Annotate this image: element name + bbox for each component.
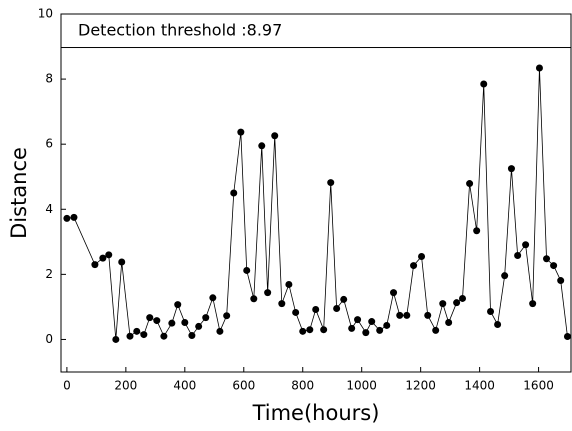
data-point bbox=[105, 251, 113, 259]
data-point bbox=[432, 326, 440, 334]
threshold-box bbox=[60, 13, 572, 49]
data-point bbox=[133, 327, 141, 335]
data-point bbox=[174, 301, 182, 309]
y-tick-label: 2 bbox=[45, 267, 53, 281]
data-point bbox=[312, 306, 320, 314]
data-point bbox=[473, 227, 481, 235]
data-point bbox=[181, 319, 189, 327]
data-point bbox=[403, 311, 411, 319]
data-point bbox=[306, 326, 314, 334]
data-point bbox=[333, 305, 341, 313]
data-point bbox=[354, 316, 362, 324]
x-tick-label: 800 bbox=[291, 379, 314, 393]
data-point bbox=[250, 295, 258, 303]
data-point bbox=[535, 64, 543, 72]
x-axis-title: Time(hours) bbox=[252, 401, 380, 425]
data-point bbox=[453, 299, 461, 307]
data-point bbox=[160, 332, 168, 340]
data-point bbox=[543, 255, 551, 263]
data-point bbox=[118, 258, 126, 266]
data-point bbox=[376, 326, 384, 334]
data-point bbox=[153, 317, 161, 325]
x-tick-label: 600 bbox=[232, 379, 255, 393]
data-point bbox=[223, 312, 231, 320]
data-point bbox=[63, 214, 71, 222]
data-point bbox=[271, 132, 279, 140]
data-point bbox=[487, 307, 495, 315]
data-point bbox=[237, 128, 245, 136]
data-point bbox=[188, 332, 196, 340]
data-point bbox=[202, 314, 210, 322]
data-point bbox=[550, 262, 558, 270]
data-point bbox=[258, 142, 266, 150]
data-point bbox=[362, 329, 370, 337]
data-point bbox=[563, 333, 571, 341]
data-point bbox=[507, 165, 515, 173]
data-point bbox=[410, 262, 418, 270]
data-point bbox=[278, 300, 286, 308]
x-tick-label: 400 bbox=[173, 379, 196, 393]
data-point bbox=[557, 277, 565, 285]
x-tick-label: 1200 bbox=[405, 379, 436, 393]
data-point bbox=[445, 319, 453, 327]
data-point bbox=[424, 311, 432, 319]
y-tick-label: 4 bbox=[45, 202, 53, 216]
data-point bbox=[209, 294, 217, 302]
data-point bbox=[514, 251, 522, 259]
data-point bbox=[285, 280, 293, 288]
data-point bbox=[70, 213, 78, 221]
data-point bbox=[529, 300, 537, 308]
x-tick-label: 1000 bbox=[346, 379, 377, 393]
data-point bbox=[112, 335, 120, 343]
x-tick-label: 0 bbox=[63, 379, 71, 393]
data-point bbox=[439, 300, 447, 308]
y-axis-title: Distance bbox=[7, 147, 31, 239]
data-point bbox=[368, 318, 376, 326]
data-point bbox=[91, 261, 99, 269]
data-point bbox=[299, 327, 307, 335]
y-tick-label: 6 bbox=[45, 137, 53, 151]
data-point bbox=[348, 324, 356, 332]
data-point bbox=[327, 179, 335, 187]
data-point bbox=[146, 314, 154, 322]
plot-frame bbox=[60, 13, 572, 373]
annotation: Detection threshold :8.97 bbox=[78, 20, 282, 39]
data-point bbox=[459, 294, 467, 302]
data-point bbox=[99, 254, 107, 262]
data-point bbox=[390, 289, 398, 297]
data-point bbox=[383, 321, 391, 329]
data-line bbox=[66, 68, 568, 340]
data-point bbox=[126, 332, 134, 340]
data-point bbox=[216, 327, 224, 335]
data-point bbox=[494, 320, 502, 328]
data-point bbox=[522, 241, 530, 249]
data-point bbox=[243, 266, 251, 274]
data-point bbox=[466, 180, 474, 188]
x-tick-label: 1400 bbox=[464, 379, 495, 393]
data-point bbox=[480, 80, 488, 88]
data-point bbox=[168, 319, 176, 327]
y-tick-label: 0 bbox=[45, 332, 53, 346]
data-point bbox=[195, 322, 203, 330]
data-point bbox=[340, 295, 348, 303]
x-tick-label: 1600 bbox=[523, 379, 554, 393]
data-point bbox=[501, 272, 509, 280]
data-point bbox=[230, 189, 238, 197]
data-point bbox=[396, 311, 404, 319]
y-tick-label: 8 bbox=[45, 72, 53, 86]
x-tick-label: 200 bbox=[114, 379, 137, 393]
data-point bbox=[292, 308, 300, 316]
data-point bbox=[320, 326, 328, 334]
data-point bbox=[264, 289, 272, 297]
data-point bbox=[418, 252, 426, 260]
y-tick-label: 10 bbox=[38, 7, 53, 21]
data-point bbox=[140, 331, 148, 339]
